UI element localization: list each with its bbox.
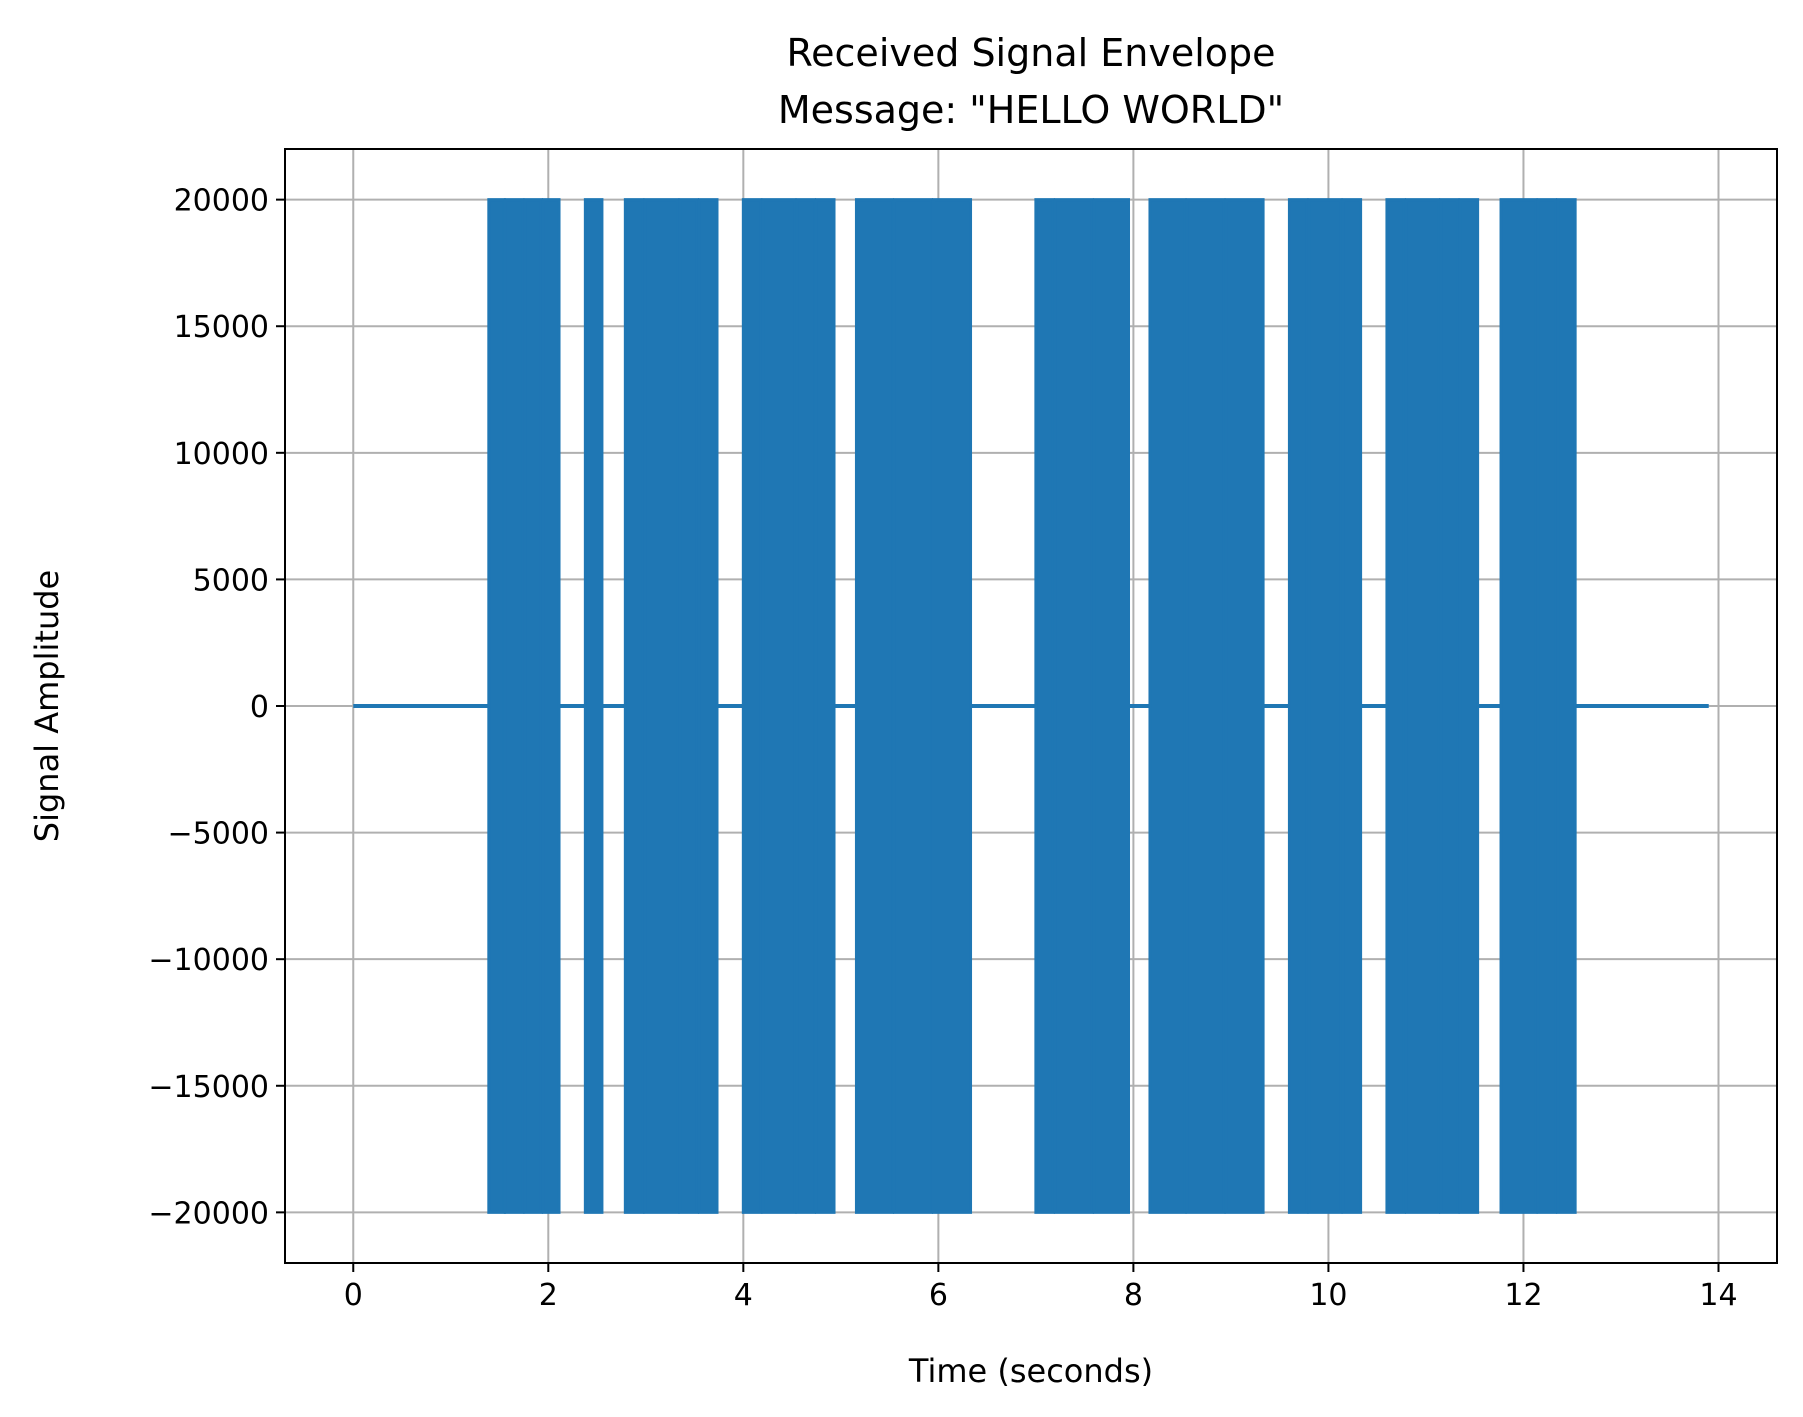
signal-burst: [1092, 198, 1131, 1214]
signal-burst: [1148, 198, 1187, 1214]
signal-burst: [761, 198, 797, 1214]
signal-series: [353, 198, 1709, 1214]
axis-ticks: 0 2 4 6 8 10 12 14 −20000 −15000 −10000 −5000 0 5000 1…: [148, 184, 1737, 1313]
y-axis-label: Signal Amplitude: [28, 570, 66, 842]
signal-burst: [1499, 198, 1538, 1214]
x-tick-label: 6: [929, 1278, 948, 1313]
signal-burst: [487, 198, 506, 1214]
x-tick-label: 2: [539, 1278, 558, 1313]
signal-burst: [523, 198, 543, 1214]
signal-burst: [1224, 198, 1265, 1214]
y-tick-label: 10000: [174, 437, 269, 472]
signal-burst: [1287, 198, 1309, 1214]
signal-burst: [643, 198, 680, 1214]
y-tick-label: −20000: [148, 1196, 269, 1231]
x-tick-label: 8: [1124, 1278, 1143, 1313]
signal-burst: [1307, 198, 1343, 1214]
signal-burst: [1053, 198, 1094, 1214]
signal-burst: [892, 198, 934, 1214]
signal-burst: [1385, 198, 1406, 1214]
signal-burst: [1556, 198, 1577, 1214]
x-tick-label: 14: [1699, 1278, 1737, 1313]
signal-burst: [1458, 198, 1480, 1214]
signal-burst: [697, 198, 719, 1214]
signal-burst: [1536, 198, 1558, 1214]
x-tick-label: 12: [1504, 1278, 1542, 1313]
y-tick-label: −5000: [168, 817, 269, 852]
chart-title: Received Signal Envelope: [786, 31, 1275, 75]
signal-burst: [503, 198, 525, 1214]
signal-burst: [678, 198, 699, 1214]
signal-burst: [1404, 198, 1441, 1214]
signal-burst: [1341, 198, 1363, 1214]
signal-burst: [1034, 198, 1055, 1214]
y-tick-label: 15000: [174, 310, 269, 345]
y-tick-label: 20000: [174, 184, 269, 219]
signal-burst: [541, 198, 561, 1214]
y-tick-label: 5000: [193, 563, 269, 598]
chart-subtitle: Message: "HELLO WORLD": [778, 88, 1284, 132]
signal-burst: [1185, 198, 1226, 1214]
y-tick-label: −15000: [148, 1070, 269, 1105]
signal-burst: [741, 198, 763, 1214]
signal-burst: [583, 198, 604, 1214]
signal-burst: [1439, 198, 1460, 1214]
y-tick-label: −10000: [148, 943, 269, 978]
x-axis-label: Time (seconds): [908, 1352, 1153, 1390]
x-tick-label: 0: [344, 1278, 363, 1313]
signal-burst: [814, 198, 836, 1214]
x-tick-label: 4: [734, 1278, 753, 1313]
y-tick-label: 0: [250, 690, 269, 725]
signal-burst: [623, 198, 645, 1214]
signal-burst: [854, 198, 895, 1214]
signal-burst: [931, 198, 973, 1214]
signal-burst: [795, 198, 817, 1214]
x-tick-label: 10: [1309, 1278, 1347, 1313]
